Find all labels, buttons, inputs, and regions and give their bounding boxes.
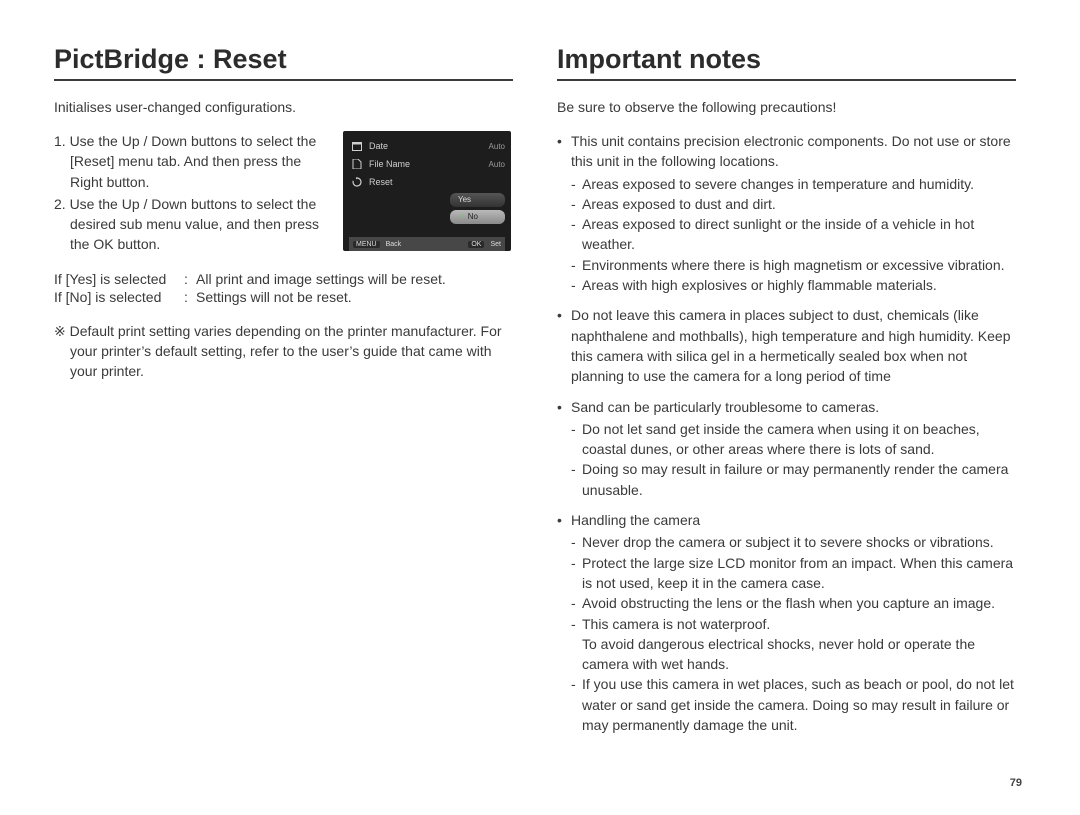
left-column: PictBridge : Reset Initialises user-chan…: [40, 44, 539, 795]
dash-drop: Never drop the camera or subject it to s…: [571, 532, 1016, 552]
footer-set-key: OK: [468, 241, 484, 248]
menu-row-date: Date Auto: [349, 137, 505, 155]
steps-and-screenshot-row: 1. Use the Up / Down buttons to select t…: [54, 131, 513, 257]
footer-back-label: Back: [386, 241, 402, 248]
bullet-sand-text: Sand can be particularly troublesome to …: [571, 399, 879, 415]
dash-dust-dirt: Areas exposed to dust and dirt.: [571, 194, 1016, 214]
outcome-yes: If [Yes] is selected : All print and ima…: [54, 271, 513, 287]
confirm-popup: Yes ✓No: [450, 193, 505, 227]
bullet-storage: Do not leave this camera in places subje…: [557, 305, 1016, 386]
left-section-title: PictBridge : Reset: [54, 44, 513, 81]
file-icon: [349, 159, 365, 169]
menu-row-reset-label: Reset: [365, 177, 505, 187]
dash-lcd: Protect the large size LCD monitor from …: [571, 553, 1016, 594]
camera-screenshot: Date Auto File Name Auto R: [343, 131, 513, 257]
outcome-no: If [No] is selected : Settings will not …: [54, 289, 513, 305]
dash-magnetism: Environments where there is high magneti…: [571, 255, 1016, 275]
calendar-icon: [349, 141, 365, 151]
menu-row-date-value: Auto: [489, 142, 505, 151]
outcome-yes-text: All print and image settings will be res…: [196, 271, 446, 287]
reset-icon: [349, 177, 365, 187]
manual-page: PictBridge : Reset Initialises user-chan…: [0, 0, 1080, 815]
step-2: 2. Use the Up / Down buttons to select t…: [54, 194, 329, 255]
dash-wet-places: If you use this camera in wet places, su…: [571, 674, 1016, 735]
dash-waterproof: This camera is not waterproof. To avoid …: [571, 614, 1016, 675]
screen-footer: MENU Back OK Set: [349, 237, 505, 251]
left-intro-text: Initialises user-changed configurations.: [54, 99, 513, 115]
selection-outcomes: If [Yes] is selected : All print and ima…: [54, 271, 513, 305]
handling-sublist: Never drop the camera or subject it to s…: [571, 532, 1016, 735]
default-setting-note: ※ Default print setting varies depending…: [54, 321, 513, 382]
page-number: 79: [1010, 777, 1022, 789]
bullet-sand: Sand can be particularly troublesome to …: [557, 397, 1016, 500]
popup-option-no: ✓No: [450, 210, 505, 224]
note-marker: ※: [54, 323, 66, 339]
important-notes-list: This unit contains precision electronic …: [557, 131, 1016, 735]
dash-sunlight: Areas exposed to direct sunlight or the …: [571, 214, 1016, 255]
sand-sublist: Do not let sand get inside the camera wh…: [571, 419, 1016, 500]
dash-lens: Avoid obstructing the lens or the flash …: [571, 593, 1016, 613]
menu-row-filename-value: Auto: [489, 160, 505, 169]
popup-option-yes: Yes: [450, 193, 505, 207]
bullet-precision-text: This unit contains precision electronic …: [571, 133, 1011, 169]
right-column: Important notes Be sure to observe the f…: [539, 44, 1030, 795]
menu-row-filename: File Name Auto: [349, 155, 505, 173]
outcome-no-text: Settings will not be reset.: [196, 289, 352, 305]
dash-explosives: Areas with high explosives or highly fla…: [571, 275, 1016, 295]
bullet-storage-text: Do not leave this camera in places subje…: [571, 307, 1010, 384]
outcome-colon-1: :: [184, 271, 196, 287]
popup-option-no-label: No: [468, 212, 478, 221]
camera-screen: Date Auto File Name Auto R: [343, 131, 511, 251]
right-section-title: Important notes: [557, 44, 1016, 81]
precision-sublist: Areas exposed to severe changes in tempe…: [571, 174, 1016, 296]
footer-back-key: MENU: [353, 241, 380, 248]
steps-list: 1. Use the Up / Down buttons to select t…: [54, 131, 329, 257]
step-1: 1. Use the Up / Down buttons to select t…: [54, 131, 329, 192]
dash-beaches: Do not let sand get inside the camera wh…: [571, 419, 1016, 460]
bullet-handling-text: Handling the camera: [571, 512, 700, 528]
dash-temp-humidity: Areas exposed to severe changes in tempe…: [571, 174, 1016, 194]
menu-row-filename-label: File Name: [365, 159, 489, 169]
footer-set-label: Set: [490, 241, 501, 248]
menu-row-reset: Reset: [349, 173, 505, 191]
menu-row-date-label: Date: [365, 141, 489, 151]
check-icon: ✓: [458, 212, 465, 221]
outcome-no-label: If [No] is selected: [54, 289, 184, 305]
outcome-yes-label: If [Yes] is selected: [54, 271, 184, 287]
bullet-precision-components: This unit contains precision electronic …: [557, 131, 1016, 295]
outcome-colon-2: :: [184, 289, 196, 305]
note-text: Default print setting varies depending o…: [70, 323, 502, 380]
dash-failure: Doing so may result in failure or may pe…: [571, 459, 1016, 500]
right-intro-text: Be sure to observe the following precaut…: [557, 99, 1016, 115]
bullet-handling: Handling the camera Never drop the camer…: [557, 510, 1016, 735]
